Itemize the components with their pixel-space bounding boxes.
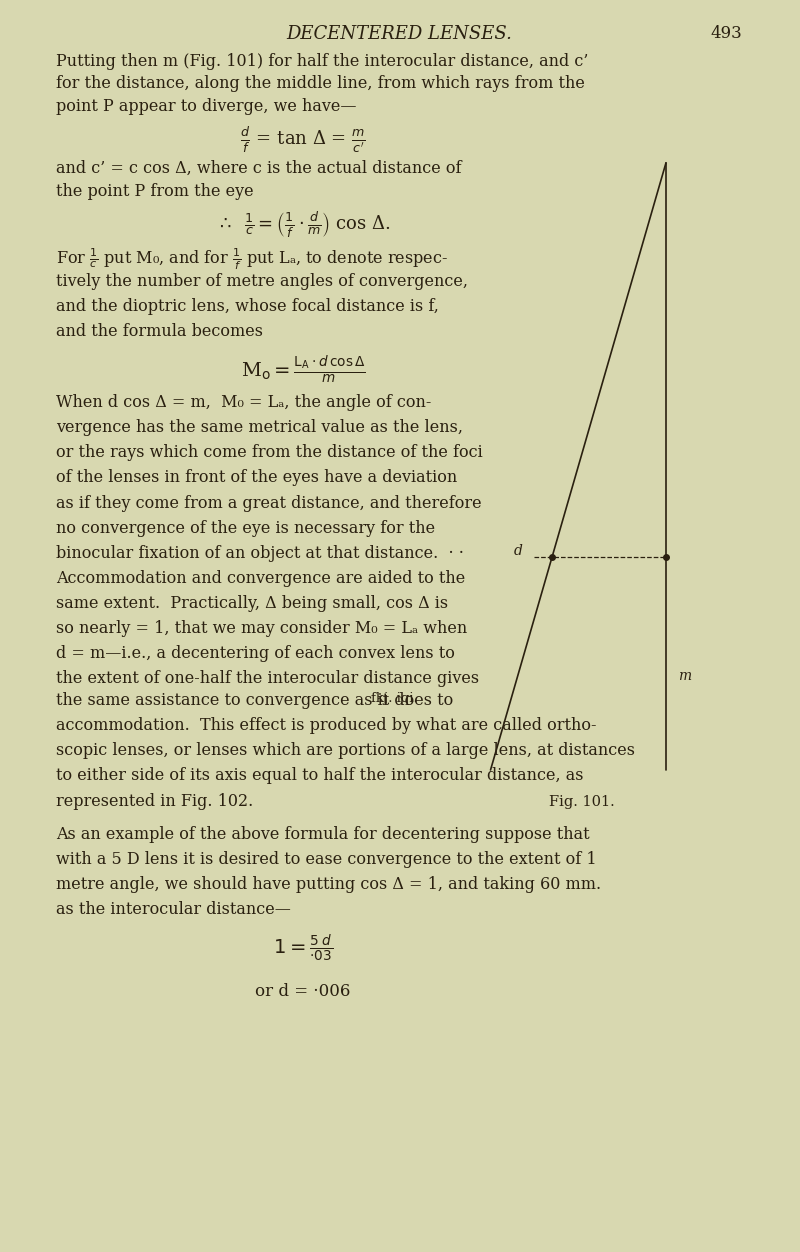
Text: vergence has the same metrical value as the lens,: vergence has the same metrical value as … <box>56 419 463 437</box>
Text: and the formula becomes: and the formula becomes <box>56 323 263 341</box>
Text: Accommodation and convergence are aided to the: Accommodation and convergence are aided … <box>56 570 465 587</box>
Text: d = m—i.e., a decentering of each convex lens to: d = m—i.e., a decentering of each convex… <box>56 645 454 662</box>
Text: so nearly = 1, that we may consider M₀ = Lₐ when: so nearly = 1, that we may consider M₀ =… <box>56 620 467 637</box>
Text: $1 = \frac{5 \; d}{\cdot03}$: $1 = \frac{5 \; d}{\cdot03}$ <box>273 933 333 964</box>
Text: and c’ = c cos Δ, where c is the actual distance of: and c’ = c cos Δ, where c is the actual … <box>56 160 462 178</box>
Text: Fig. 101.: Fig. 101. <box>550 795 615 809</box>
Text: M$_\mathrm{o}$$= \frac{\mathrm{L_A} \cdot d\,\cos\Delta}{m}$: M$_\mathrm{o}$$= \frac{\mathrm{L_A} \cdo… <box>241 353 366 384</box>
Text: accommodation.  This effect is produced by what are called ortho-: accommodation. This effect is produced b… <box>56 717 596 735</box>
Text: $\therefore \;\; \frac{1}{c} = \left(\frac{1}{f} \cdot \frac{d}{m}\right)$ cos Δ: $\therefore \;\; \frac{1}{c} = \left(\fr… <box>216 210 390 240</box>
Text: represented in Fig. 102.: represented in Fig. 102. <box>56 793 253 810</box>
Text: $\frac{d}{f}$ = tan Δ = $\frac{m}{c'}$: $\frac{d}{f}$ = tan Δ = $\frac{m}{c'}$ <box>240 125 366 155</box>
Text: the point P from the eye: the point P from the eye <box>56 183 254 200</box>
Text: DECENTERED LENSES.: DECENTERED LENSES. <box>286 25 512 43</box>
Text: m: m <box>678 669 691 684</box>
Text: and the dioptric lens, whose focal distance is f,: and the dioptric lens, whose focal dista… <box>56 298 438 316</box>
Text: with a 5 D lens it is desired to ease convergence to the extent of 1: with a 5 D lens it is desired to ease co… <box>56 851 597 869</box>
Text: of the lenses in front of the eyes have a deviation: of the lenses in front of the eyes have … <box>56 470 457 487</box>
Text: as if they come from a great distance, and therefore: as if they come from a great distance, a… <box>56 495 482 512</box>
Text: point P appear to diverge, we have—: point P appear to diverge, we have— <box>56 98 356 115</box>
Text: as the interocular distance—: as the interocular distance— <box>56 901 290 919</box>
Text: fkj. iqi.: fkj. iqi. <box>371 692 418 705</box>
Text: When d cos Δ = m,  M₀ = Lₐ, the angle of con-: When d cos Δ = m, M₀ = Lₐ, the angle of … <box>56 394 431 412</box>
Text: the extent of one-half the interocular distance gives: the extent of one-half the interocular d… <box>56 670 479 687</box>
Text: Putting then m (Fig. 101) for half the interocular distance, and c’: Putting then m (Fig. 101) for half the i… <box>56 53 588 70</box>
Text: 493: 493 <box>710 25 742 43</box>
Text: or the rays which come from the distance of the foci: or the rays which come from the distance… <box>56 444 482 462</box>
Text: For $\frac{1}{c}$ put M₀, and for $\frac{1}{f}$ put Lₐ, to denote respec-: For $\frac{1}{c}$ put M₀, and for $\frac… <box>56 247 448 273</box>
Text: As an example of the above formula for decentering suppose that: As an example of the above formula for d… <box>56 826 590 844</box>
Text: same extent.  Practically, Δ being small, cos Δ is: same extent. Practically, Δ being small,… <box>56 595 448 612</box>
Text: scopic lenses, or lenses which are portions of a large lens, at distances: scopic lenses, or lenses which are porti… <box>56 742 635 760</box>
Text: to either side of its axis equal to half the interocular distance, as: to either side of its axis equal to half… <box>56 767 583 785</box>
Text: or d = ·006: or d = ·006 <box>255 983 350 1000</box>
Text: d: d <box>514 543 522 558</box>
Text: tively the number of metre angles of convergence,: tively the number of metre angles of con… <box>56 273 468 290</box>
Text: for the distance, along the middle line, from which rays from the: for the distance, along the middle line,… <box>56 75 585 93</box>
Text: no convergence of the eye is necessary for the: no convergence of the eye is necessary f… <box>56 520 435 537</box>
Text: metre angle, we should have putting cos Δ = 1, and taking 60 mm.: metre angle, we should have putting cos … <box>56 876 601 894</box>
Text: the same assistance to convergence as it does to: the same assistance to convergence as it… <box>56 692 453 710</box>
Text: binocular fixation of an object at that distance.  · ·: binocular fixation of an object at that … <box>56 545 464 562</box>
